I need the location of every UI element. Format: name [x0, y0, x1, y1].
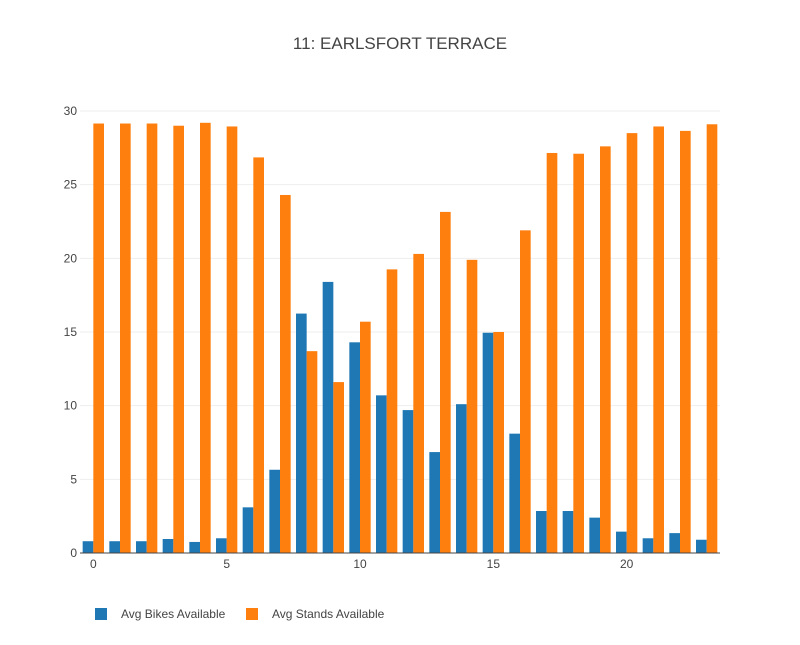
bar-bikes[interactable] — [269, 469, 280, 553]
y-tick-label: 25 — [64, 178, 78, 192]
bars — [82, 122, 718, 554]
bar-stands[interactable] — [253, 157, 264, 553]
bar-stands[interactable] — [93, 123, 104, 554]
bar-bikes[interactable] — [562, 511, 574, 553]
gridlines — [80, 110, 720, 480]
chart-title: 11: EARLSFORT TERRACE — [293, 34, 507, 53]
bar-stands[interactable] — [626, 133, 638, 553]
bar-bikes[interactable] — [482, 332, 494, 553]
bar-bikes[interactable] — [536, 511, 547, 553]
bar-stands[interactable] — [466, 259, 478, 553]
bar-stands[interactable] — [413, 253, 424, 553]
x-tick-label: 5 — [223, 557, 230, 571]
bar-bikes[interactable] — [696, 539, 707, 553]
y-tick-label: 15 — [64, 325, 78, 339]
bar-stands[interactable] — [280, 194, 291, 554]
bar-bikes[interactable] — [616, 531, 627, 553]
axes: 0 5 10 15 20 25 30 0 5 10 15 20 — [64, 104, 720, 571]
bar-bikes[interactable] — [242, 507, 254, 553]
legend-label: Avg Bikes Available — [121, 607, 226, 621]
bar-stands[interactable] — [200, 122, 211, 553]
bar-bikes[interactable] — [429, 452, 440, 553]
bar-bikes[interactable] — [669, 533, 680, 553]
legend-label: Avg Stands Available — [272, 607, 385, 621]
bar-bikes[interactable] — [589, 517, 600, 553]
bar-bikes[interactable] — [376, 395, 387, 553]
bar-stands[interactable] — [520, 230, 531, 553]
bar-bikes[interactable] — [216, 538, 227, 553]
bar-stands[interactable] — [653, 126, 664, 553]
bar-bikes[interactable] — [296, 313, 307, 553]
x-tick-label: 10 — [353, 557, 367, 571]
bar-stands[interactable] — [493, 332, 504, 553]
x-tick-label: 15 — [487, 557, 501, 571]
bar-bikes[interactable] — [136, 541, 147, 553]
bar-stands[interactable] — [306, 351, 318, 553]
bar-bikes[interactable] — [162, 539, 174, 553]
bar-bikes[interactable] — [109, 541, 120, 553]
bar-stands[interactable] — [440, 211, 451, 554]
bar-stands[interactable] — [680, 130, 691, 553]
bar-bikes[interactable] — [189, 541, 200, 553]
bar-stands[interactable] — [386, 269, 398, 553]
legend-swatch — [246, 608, 258, 620]
bar-stands[interactable] — [120, 123, 131, 554]
bar-bikes[interactable] — [82, 541, 94, 553]
bar-stands[interactable] — [600, 146, 611, 554]
legend-swatch — [95, 608, 107, 620]
bar-stands[interactable] — [146, 123, 158, 554]
bar-stands[interactable] — [360, 321, 371, 553]
bar-stands[interactable] — [546, 152, 558, 554]
bar-stands[interactable] — [226, 126, 238, 553]
legend-item[interactable]: Avg Bikes Available — [95, 607, 226, 621]
bar-bikes[interactable] — [456, 404, 467, 553]
bar-bikes[interactable] — [642, 538, 654, 553]
y-tick-label: 10 — [64, 399, 78, 413]
y-tick-label: 0 — [70, 546, 77, 560]
bar-bikes[interactable] — [509, 433, 520, 553]
legend-item[interactable]: Avg Stands Available — [246, 607, 385, 621]
bar-bikes[interactable] — [402, 410, 414, 553]
bar-bikes[interactable] — [322, 281, 334, 553]
bar-stands[interactable] — [573, 153, 584, 554]
legend: Avg Bikes Available Avg Stands Available — [95, 607, 385, 621]
y-tick-label: 30 — [64, 104, 78, 118]
bar-stands[interactable] — [333, 382, 344, 553]
x-tick-label: 20 — [620, 557, 634, 571]
y-tick-label: 5 — [70, 472, 77, 486]
bar-stands[interactable] — [706, 124, 718, 553]
bar-bikes[interactable] — [349, 342, 360, 553]
y-tick-label: 20 — [64, 251, 78, 265]
x-tick-label: 0 — [90, 557, 97, 571]
bar-stands[interactable] — [173, 125, 184, 553]
